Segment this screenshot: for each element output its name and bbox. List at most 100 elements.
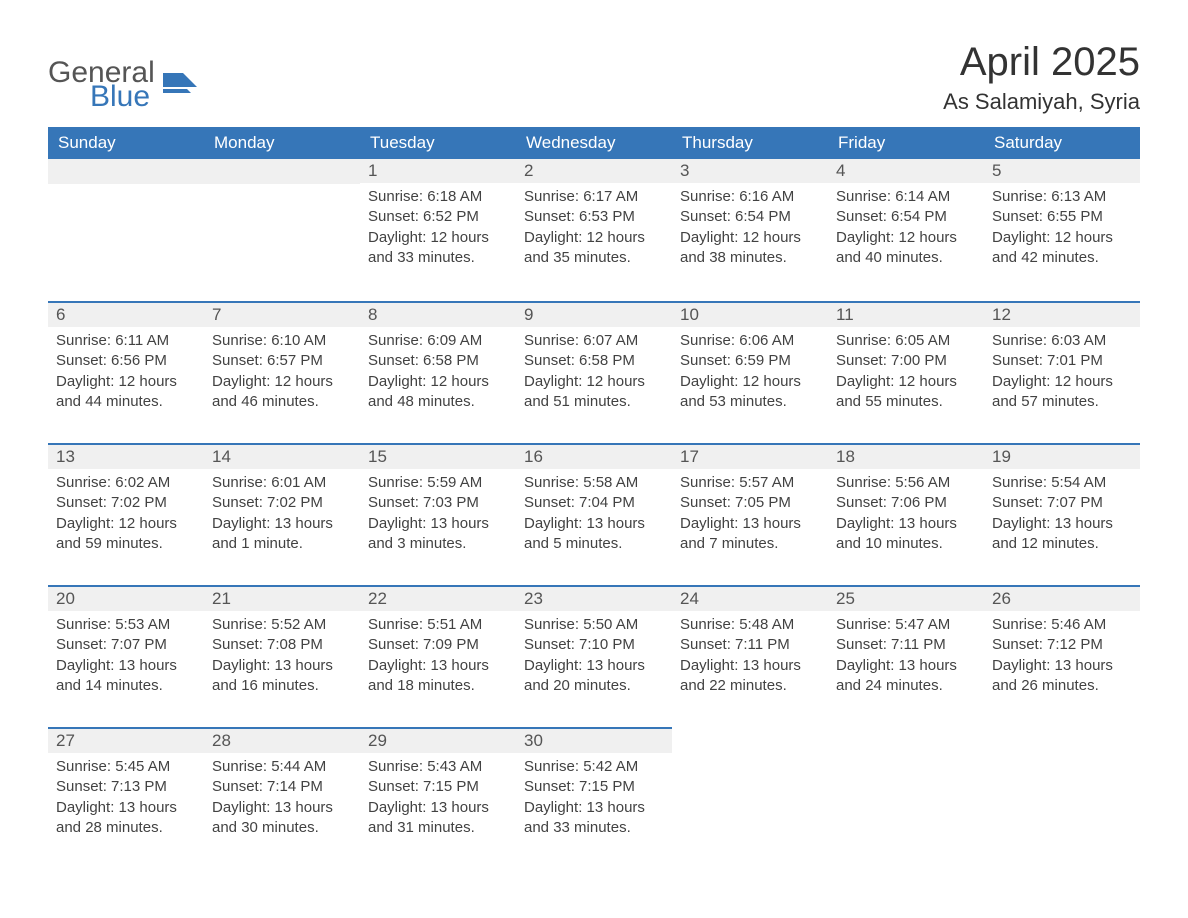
day-number: 25: [828, 585, 984, 611]
calendar-cell: 9Sunrise: 6:07 AMSunset: 6:58 PMDaylight…: [516, 301, 672, 443]
daylight-line: Daylight: 13 hours and 20 minutes.: [524, 656, 664, 697]
day-number: 30: [516, 727, 672, 753]
day-body: Sunrise: 6:03 AMSunset: 7:01 PMDaylight:…: [984, 327, 1140, 420]
day-body: Sunrise: 5:48 AMSunset: 7:11 PMDaylight:…: [672, 611, 828, 704]
sunrise-line: Sunrise: 6:18 AM: [368, 187, 508, 207]
day-body: Sunrise: 5:50 AMSunset: 7:10 PMDaylight:…: [516, 611, 672, 704]
sunset-line: Sunset: 7:00 PM: [836, 351, 976, 371]
calendar-cell: 13Sunrise: 6:02 AMSunset: 7:02 PMDayligh…: [48, 443, 204, 585]
sunrise-line: Sunrise: 5:51 AM: [368, 615, 508, 635]
calendar-cell: 4Sunrise: 6:14 AMSunset: 6:54 PMDaylight…: [828, 159, 984, 301]
calendar-week-row: 27Sunrise: 5:45 AMSunset: 7:13 PMDayligh…: [48, 727, 1140, 869]
sunrise-line: Sunrise: 5:54 AM: [992, 473, 1132, 493]
weekday-header: Monday: [204, 127, 360, 159]
sunset-line: Sunset: 7:14 PM: [212, 777, 352, 797]
sunrise-line: Sunrise: 6:16 AM: [680, 187, 820, 207]
weekday-header: Sunday: [48, 127, 204, 159]
sunset-line: Sunset: 6:53 PM: [524, 207, 664, 227]
sunset-line: Sunset: 7:06 PM: [836, 493, 976, 513]
calendar-cell: 29Sunrise: 5:43 AMSunset: 7:15 PMDayligh…: [360, 727, 516, 869]
calendar-cell: 10Sunrise: 6:06 AMSunset: 6:59 PMDayligh…: [672, 301, 828, 443]
daylight-line: Daylight: 13 hours and 33 minutes.: [524, 798, 664, 839]
month-title: April 2025: [943, 40, 1140, 85]
sunset-line: Sunset: 6:54 PM: [836, 207, 976, 227]
calendar-cell: 5Sunrise: 6:13 AMSunset: 6:55 PMDaylight…: [984, 159, 1140, 301]
day-body: Sunrise: 5:44 AMSunset: 7:14 PMDaylight:…: [204, 753, 360, 846]
calendar-cell: 19Sunrise: 5:54 AMSunset: 7:07 PMDayligh…: [984, 443, 1140, 585]
daylight-line: Daylight: 13 hours and 7 minutes.: [680, 514, 820, 555]
sunrise-line: Sunrise: 5:47 AM: [836, 615, 976, 635]
day-number: 12: [984, 301, 1140, 327]
calendar-cell: 20Sunrise: 5:53 AMSunset: 7:07 PMDayligh…: [48, 585, 204, 727]
daylight-line: Daylight: 13 hours and 31 minutes.: [368, 798, 508, 839]
day-number: 19: [984, 443, 1140, 469]
day-body: Sunrise: 5:54 AMSunset: 7:07 PMDaylight:…: [984, 469, 1140, 562]
daylight-line: Daylight: 12 hours and 59 minutes.: [56, 514, 196, 555]
day-number: 9: [516, 301, 672, 327]
day-body: Sunrise: 6:06 AMSunset: 6:59 PMDaylight:…: [672, 327, 828, 420]
daylight-line: Daylight: 12 hours and 35 minutes.: [524, 228, 664, 269]
sunset-line: Sunset: 6:58 PM: [368, 351, 508, 371]
day-body: Sunrise: 5:57 AMSunset: 7:05 PMDaylight:…: [672, 469, 828, 562]
sunset-line: Sunset: 7:08 PM: [212, 635, 352, 655]
sunrise-line: Sunrise: 6:03 AM: [992, 331, 1132, 351]
calendar-week-row: 1Sunrise: 6:18 AMSunset: 6:52 PMDaylight…: [48, 159, 1140, 301]
day-number: 8: [360, 301, 516, 327]
calendar-header-row: SundayMondayTuesdayWednesdayThursdayFrid…: [48, 127, 1140, 159]
day-number: 1: [360, 159, 516, 183]
logo: General Blue: [48, 40, 197, 112]
day-body: Sunrise: 6:11 AMSunset: 6:56 PMDaylight:…: [48, 327, 204, 420]
daylight-line: Daylight: 12 hours and 51 minutes.: [524, 372, 664, 413]
sunset-line: Sunset: 6:56 PM: [56, 351, 196, 371]
weekday-header: Saturday: [984, 127, 1140, 159]
day-number: 18: [828, 443, 984, 469]
day-number: 23: [516, 585, 672, 611]
daylight-line: Daylight: 12 hours and 48 minutes.: [368, 372, 508, 413]
weekday-header: Friday: [828, 127, 984, 159]
sunrise-line: Sunrise: 6:09 AM: [368, 331, 508, 351]
day-body: Sunrise: 5:42 AMSunset: 7:15 PMDaylight:…: [516, 753, 672, 846]
day-number: 6: [48, 301, 204, 327]
calendar-cell: [204, 159, 360, 301]
sunset-line: Sunset: 7:02 PM: [212, 493, 352, 513]
calendar-week-row: 13Sunrise: 6:02 AMSunset: 7:02 PMDayligh…: [48, 443, 1140, 585]
day-body: Sunrise: 5:56 AMSunset: 7:06 PMDaylight:…: [828, 469, 984, 562]
sunset-line: Sunset: 7:01 PM: [992, 351, 1132, 371]
sunrise-line: Sunrise: 6:06 AM: [680, 331, 820, 351]
day-number: 16: [516, 443, 672, 469]
header: General Blue April 2025 As Salamiyah, Sy…: [48, 40, 1140, 115]
sunrise-line: Sunrise: 6:11 AM: [56, 331, 196, 351]
day-number: 4: [828, 159, 984, 183]
day-number: 14: [204, 443, 360, 469]
calendar-cell: [48, 159, 204, 301]
day-number: 20: [48, 585, 204, 611]
weekday-header: Tuesday: [360, 127, 516, 159]
location: As Salamiyah, Syria: [943, 89, 1140, 115]
day-body: Sunrise: 5:51 AMSunset: 7:09 PMDaylight:…: [360, 611, 516, 704]
day-body: Sunrise: 6:17 AMSunset: 6:53 PMDaylight:…: [516, 183, 672, 276]
day-body: Sunrise: 6:16 AMSunset: 6:54 PMDaylight:…: [672, 183, 828, 276]
calendar-cell: 17Sunrise: 5:57 AMSunset: 7:05 PMDayligh…: [672, 443, 828, 585]
day-number: 10: [672, 301, 828, 327]
calendar-cell: 1Sunrise: 6:18 AMSunset: 6:52 PMDaylight…: [360, 159, 516, 301]
sunset-line: Sunset: 7:02 PM: [56, 493, 196, 513]
sunset-line: Sunset: 7:04 PM: [524, 493, 664, 513]
calendar-cell: 8Sunrise: 6:09 AMSunset: 6:58 PMDaylight…: [360, 301, 516, 443]
day-number: 27: [48, 727, 204, 753]
daylight-line: Daylight: 12 hours and 55 minutes.: [836, 372, 976, 413]
day-number: 13: [48, 443, 204, 469]
day-number: 5: [984, 159, 1140, 183]
sunset-line: Sunset: 7:11 PM: [680, 635, 820, 655]
day-body: Sunrise: 6:09 AMSunset: 6:58 PMDaylight:…: [360, 327, 516, 420]
calendar-cell: [828, 727, 984, 869]
daylight-line: Daylight: 13 hours and 14 minutes.: [56, 656, 196, 697]
calendar-cell: 21Sunrise: 5:52 AMSunset: 7:08 PMDayligh…: [204, 585, 360, 727]
day-body: Sunrise: 5:45 AMSunset: 7:13 PMDaylight:…: [48, 753, 204, 846]
day-body: Sunrise: 6:07 AMSunset: 6:58 PMDaylight:…: [516, 327, 672, 420]
sunset-line: Sunset: 7:07 PM: [992, 493, 1132, 513]
sunrise-line: Sunrise: 5:59 AM: [368, 473, 508, 493]
day-body: Sunrise: 5:58 AMSunset: 7:04 PMDaylight:…: [516, 469, 672, 562]
daylight-line: Daylight: 12 hours and 44 minutes.: [56, 372, 196, 413]
day-number: 21: [204, 585, 360, 611]
sunset-line: Sunset: 7:09 PM: [368, 635, 508, 655]
